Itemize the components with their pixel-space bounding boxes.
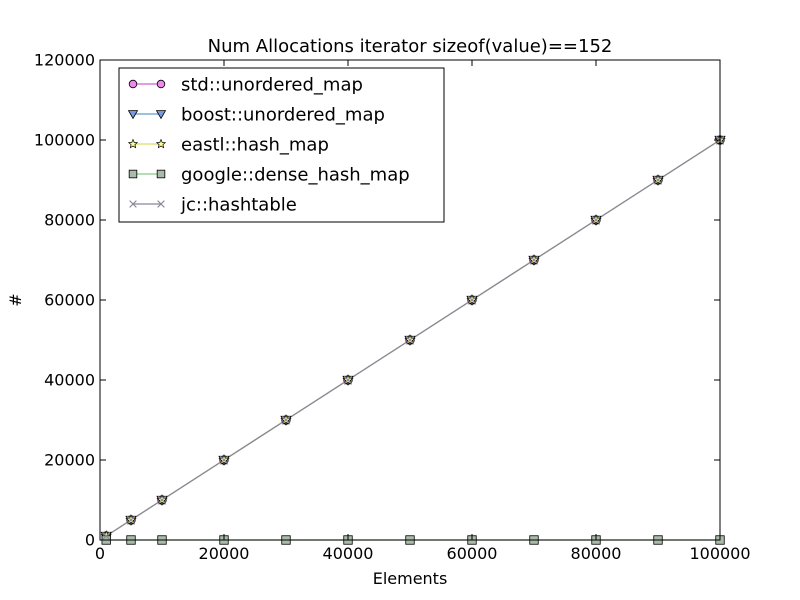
y-tick-label: 20000 xyxy=(44,451,95,470)
x-tick-label: 100000 xyxy=(689,544,750,563)
x-tick-label: 20000 xyxy=(199,544,250,563)
legend-label: jc::hashtable xyxy=(180,195,297,216)
legend-label: eastl::hash_map xyxy=(181,135,329,156)
legend-marker xyxy=(157,200,165,208)
y-tick-label: 60000 xyxy=(44,291,95,310)
legend: std::unordered_mapboost::unordered_mapea… xyxy=(118,67,445,223)
y-tick-label: 100000 xyxy=(34,131,95,150)
legend-marker xyxy=(155,138,167,149)
data-point xyxy=(219,455,229,465)
x-tick-label: 80000 xyxy=(571,544,622,563)
legend-marker xyxy=(155,110,167,120)
legend-marker xyxy=(127,138,139,149)
x-tick-label: 0 xyxy=(95,544,105,563)
data-point xyxy=(529,255,539,265)
y-tick-label: 80000 xyxy=(44,211,95,230)
y-tick-label: 120000 xyxy=(34,51,95,70)
axes-layer: 0 20000 40000 60000 80000 100000 0 20000 40000 60… xyxy=(34,51,751,564)
legend-marker xyxy=(156,79,166,89)
plot-layer xyxy=(100,134,726,545)
data-point xyxy=(467,295,477,305)
x-tick-label: 40000 xyxy=(323,544,374,563)
legend-marker xyxy=(128,169,138,179)
data-point xyxy=(405,335,415,345)
legend-label: google::dense_hash_map xyxy=(181,165,410,186)
x-tick-label: 60000 xyxy=(447,544,498,563)
legend-box xyxy=(118,67,445,223)
chart-title: Num Allocations iterator sizeof(value)==… xyxy=(208,36,613,57)
data-point xyxy=(653,175,663,185)
y-axis-label: # xyxy=(6,293,25,306)
data-point xyxy=(591,215,601,225)
data-point xyxy=(343,375,353,385)
y-tick-label: 0 xyxy=(85,531,95,550)
data-point xyxy=(102,531,111,541)
series-line-4 xyxy=(105,139,721,537)
data-point xyxy=(157,495,167,505)
y-tick-label: 40000 xyxy=(44,371,95,390)
legend-marker xyxy=(128,79,138,89)
x-axis-label: Elements xyxy=(373,569,448,588)
legend-label: boost::unordered_map xyxy=(181,105,385,126)
legend-marker xyxy=(156,169,166,179)
legend-label: std::unordered_map xyxy=(181,75,363,96)
data-point xyxy=(126,515,136,525)
legend-marker xyxy=(129,200,137,208)
legend-marker xyxy=(127,110,139,120)
data-point xyxy=(281,415,291,425)
